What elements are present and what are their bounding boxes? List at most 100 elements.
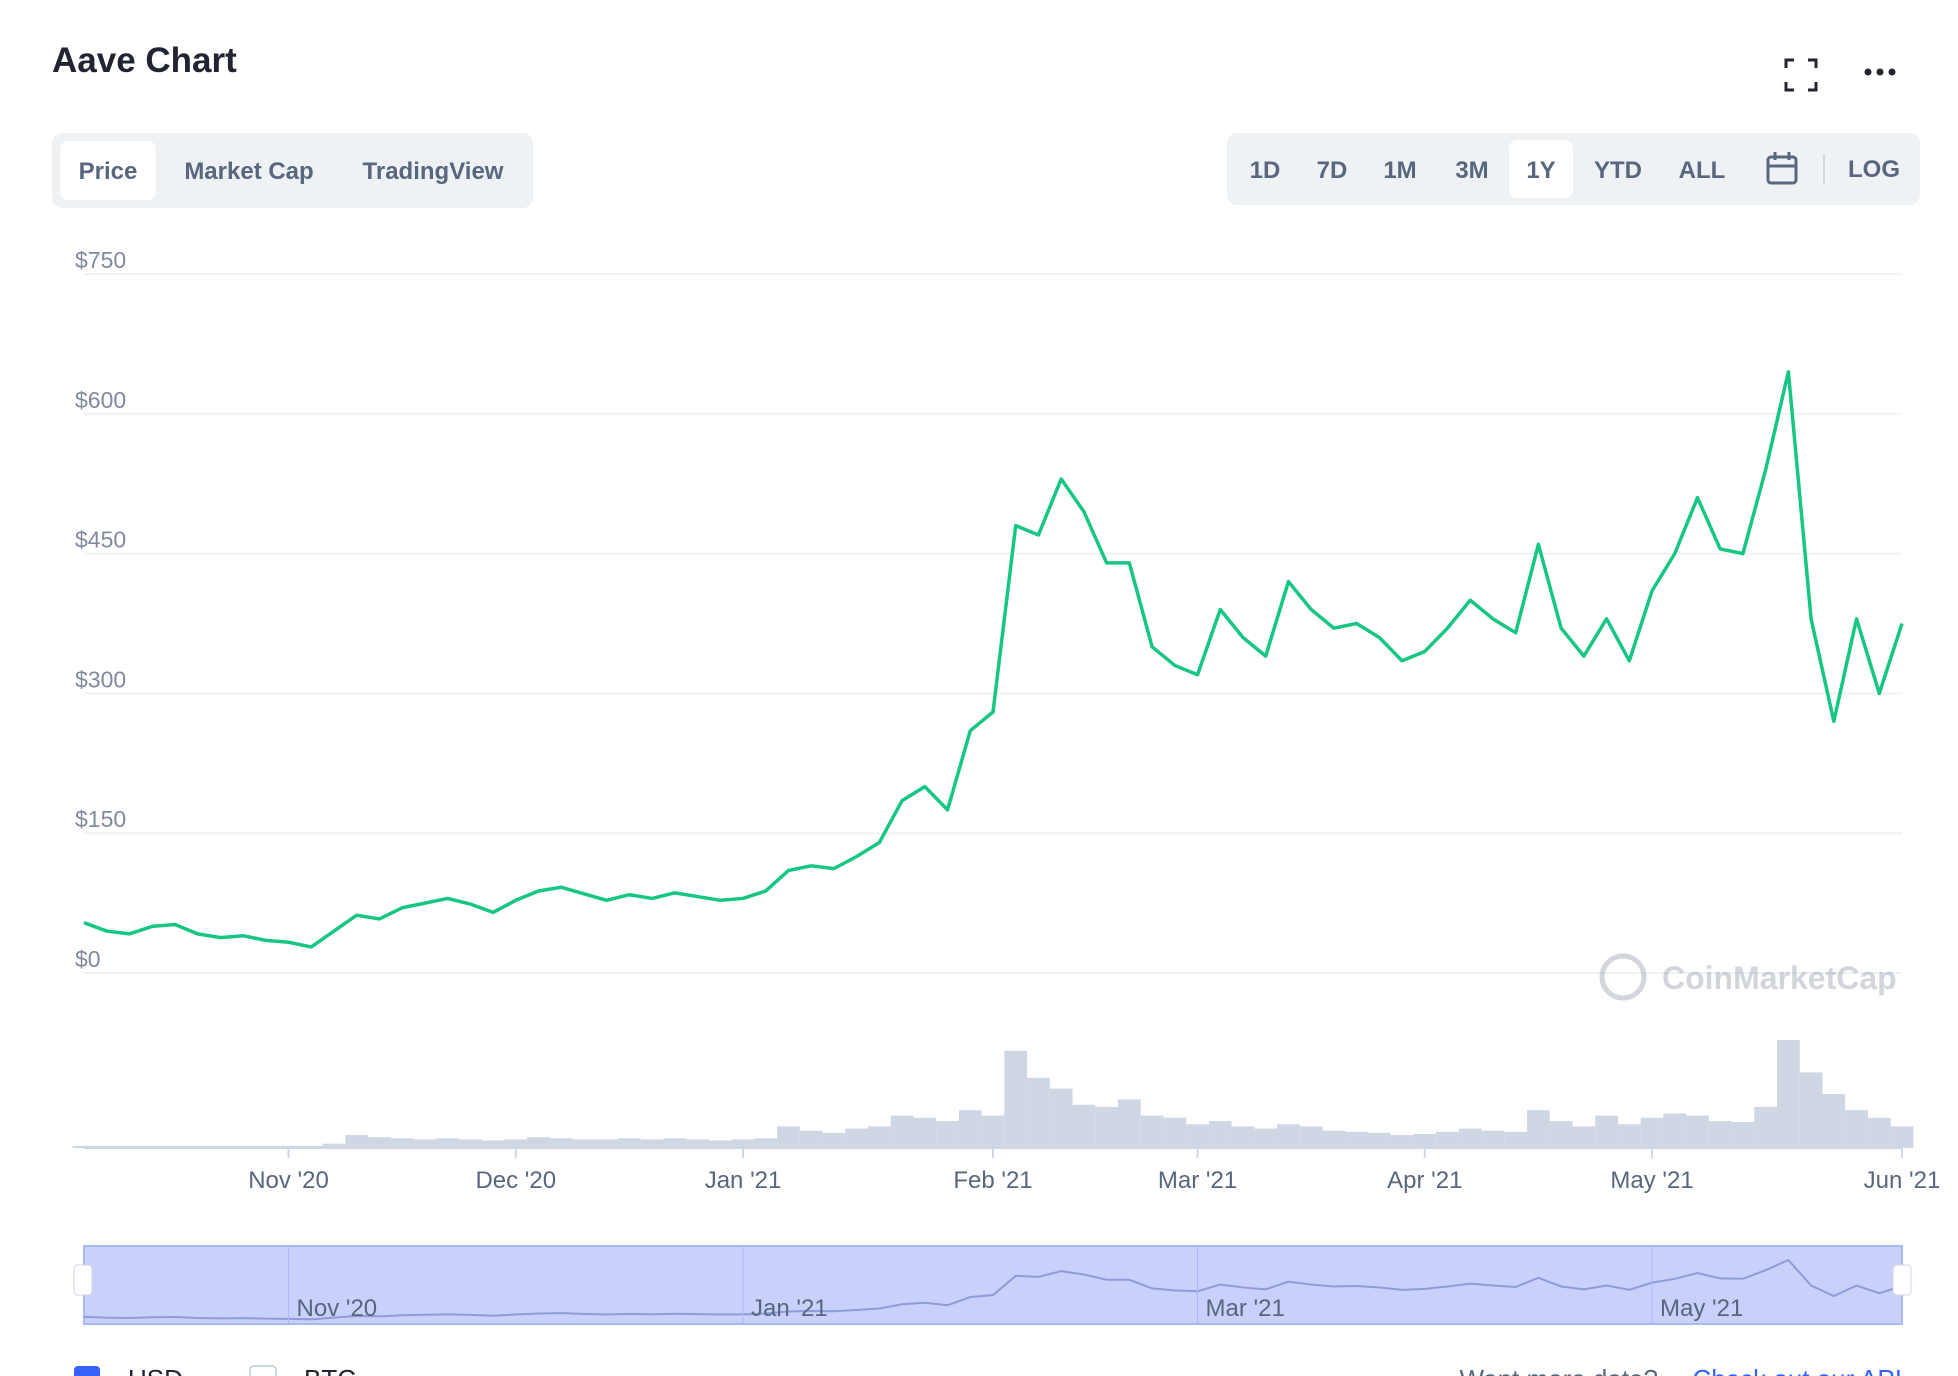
y-tick-label: $300	[75, 666, 126, 692]
x-tick-label: Nov '20	[248, 1167, 329, 1194]
checkbox[interactable]	[249, 1365, 277, 1376]
volume-bar	[1277, 1124, 1300, 1148]
range-button[interactable]: YTD	[1594, 157, 1642, 184]
volume-bar	[1027, 1077, 1050, 1148]
volume-bar	[413, 1139, 437, 1148]
range-button[interactable]: 1Y	[1526, 157, 1555, 184]
volume-bar	[1663, 1113, 1687, 1148]
volume-bar	[1049, 1088, 1073, 1148]
range-button[interactable]: 3M	[1455, 157, 1488, 184]
volume-bar	[1504, 1131, 1528, 1148]
x-tick-label: Mar '21	[1158, 1167, 1237, 1194]
range-active	[1509, 140, 1573, 198]
volume-bar	[231, 1145, 255, 1148]
volume-bar	[708, 1140, 732, 1148]
navigator-handle[interactable]	[73, 1264, 93, 1296]
volume-bar	[1322, 1130, 1346, 1148]
volume-bar	[890, 1115, 914, 1148]
api-link[interactable]: Check out our API	[1692, 1364, 1902, 1376]
volume-bar	[1095, 1106, 1118, 1148]
volume-bar	[913, 1117, 937, 1148]
volume-bar	[1777, 1040, 1800, 1148]
x-tick-label: Jun '21	[1864, 1167, 1941, 1194]
volume-bar	[1004, 1050, 1028, 1148]
y-tick-label: $0	[75, 946, 101, 972]
navigator-label: Jan '21	[751, 1295, 828, 1322]
x-tick-label: May '21	[1610, 1167, 1693, 1194]
volume-bar	[549, 1138, 573, 1148]
fullscreen-icon[interactable]	[1784, 58, 1818, 92]
volume-bar	[663, 1138, 687, 1148]
volume-bar	[572, 1139, 596, 1148]
volume-bar	[1595, 1115, 1618, 1148]
volume-bar	[140, 1145, 164, 1148]
tab[interactable]: TradingView	[363, 158, 504, 185]
volume-bar	[1754, 1106, 1778, 1148]
calendar-icon[interactable]	[1766, 152, 1798, 185]
volume-bar	[1845, 1110, 1868, 1148]
volume-bar	[504, 1139, 528, 1148]
volume-bar	[1413, 1133, 1437, 1148]
volume-bar	[1799, 1072, 1823, 1148]
checkbox-checked[interactable]	[74, 1366, 100, 1376]
volume-bar	[1231, 1126, 1255, 1148]
volume-bar	[322, 1143, 346, 1148]
volume-bar	[1299, 1126, 1323, 1148]
range-group	[1227, 133, 1920, 205]
tab[interactable]: Market Cap	[184, 158, 313, 185]
range-button[interactable]: 1M	[1383, 157, 1416, 184]
volume-bar	[1890, 1126, 1914, 1148]
volume-bar	[686, 1139, 709, 1148]
navigator[interactable]	[83, 1245, 1903, 1325]
volume-bar	[868, 1126, 891, 1148]
range-button[interactable]: ALL	[1679, 157, 1726, 184]
navigator-label: May '21	[1660, 1295, 1743, 1322]
volume-bar	[1458, 1128, 1482, 1148]
range-button[interactable]: 7D	[1317, 157, 1348, 184]
watermark: CoinMarketCap	[1599, 953, 1897, 1001]
volume-bar	[1390, 1135, 1414, 1148]
volume-bar	[186, 1145, 209, 1148]
volume-bar	[390, 1138, 414, 1148]
volume-bar	[1527, 1110, 1550, 1148]
volume-bar	[118, 1145, 141, 1148]
volume-bar	[368, 1137, 391, 1148]
range-button[interactable]: 1D	[1250, 157, 1281, 184]
more-icon[interactable]	[1864, 68, 1896, 76]
tab[interactable]: Price	[79, 158, 138, 185]
volume-bar	[436, 1138, 459, 1148]
tab-group	[52, 133, 533, 208]
volume-bar	[1117, 1099, 1141, 1148]
navigator-label: Nov '20	[297, 1295, 378, 1322]
volume-bar	[1140, 1115, 1164, 1148]
volume-bar	[345, 1135, 369, 1148]
volume-bar	[1549, 1121, 1573, 1148]
y-tick-label: $150	[75, 806, 126, 832]
currency-label[interactable]: BTC	[304, 1364, 356, 1376]
volume-bar	[1072, 1104, 1096, 1148]
volume-bar	[72, 1145, 96, 1148]
volume-bar	[936, 1121, 959, 1148]
volume-bar	[208, 1145, 232, 1148]
volume-bar	[845, 1128, 869, 1148]
watermark-text: CoinMarketCap	[1662, 960, 1897, 996]
log-button[interactable]: LOG	[1848, 156, 1900, 183]
volume-bar	[1686, 1115, 1709, 1148]
volume-bar	[1186, 1124, 1209, 1148]
volume-bar	[1731, 1122, 1755, 1148]
volume-bar	[527, 1137, 550, 1148]
currency-label[interactable]: USD	[128, 1364, 183, 1376]
volume-bar	[799, 1130, 823, 1148]
volume-bar	[95, 1145, 119, 1148]
navigator-handle[interactable]	[1892, 1264, 1912, 1296]
volume-bar	[481, 1140, 505, 1148]
volume-bar	[595, 1139, 619, 1148]
volume-bar	[163, 1145, 187, 1148]
x-tick-label: Feb '21	[953, 1167, 1032, 1194]
volume-bar	[277, 1145, 300, 1148]
x-tick-label: Dec '20	[475, 1167, 556, 1194]
tab-active	[60, 141, 156, 200]
y-tick-label: $450	[75, 527, 126, 553]
y-tick-label: $750	[75, 247, 126, 273]
